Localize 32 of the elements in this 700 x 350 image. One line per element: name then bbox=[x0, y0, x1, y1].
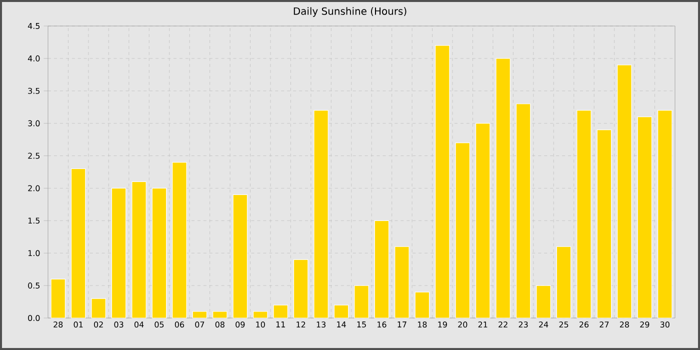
bar bbox=[314, 110, 328, 318]
bar bbox=[354, 285, 369, 318]
bar bbox=[394, 246, 410, 318]
bar bbox=[334, 304, 349, 318]
bar bbox=[455, 142, 470, 318]
bar bbox=[253, 311, 268, 318]
bar bbox=[576, 110, 592, 318]
bar bbox=[496, 58, 510, 318]
bar bbox=[536, 285, 551, 318]
bar bbox=[232, 194, 248, 318]
bar bbox=[132, 181, 146, 318]
bar bbox=[556, 246, 572, 318]
bar bbox=[192, 311, 208, 318]
chart-title: Daily Sunshine (Hours) bbox=[294, 7, 406, 17]
bar bbox=[50, 278, 66, 318]
bar bbox=[91, 298, 106, 318]
bar bbox=[152, 188, 167, 318]
bar bbox=[637, 116, 652, 318]
bar bbox=[617, 64, 632, 318]
bar bbox=[172, 162, 187, 318]
bar bbox=[414, 292, 430, 318]
bar bbox=[111, 188, 126, 318]
bar bbox=[658, 110, 672, 318]
bar bbox=[293, 259, 308, 318]
bar bbox=[475, 123, 490, 318]
bar bbox=[212, 311, 228, 318]
bar bbox=[435, 45, 450, 318]
bar bbox=[596, 130, 612, 318]
bar bbox=[273, 304, 288, 318]
bar bbox=[374, 220, 390, 318]
bar bbox=[516, 104, 531, 318]
bar bbox=[70, 168, 86, 318]
